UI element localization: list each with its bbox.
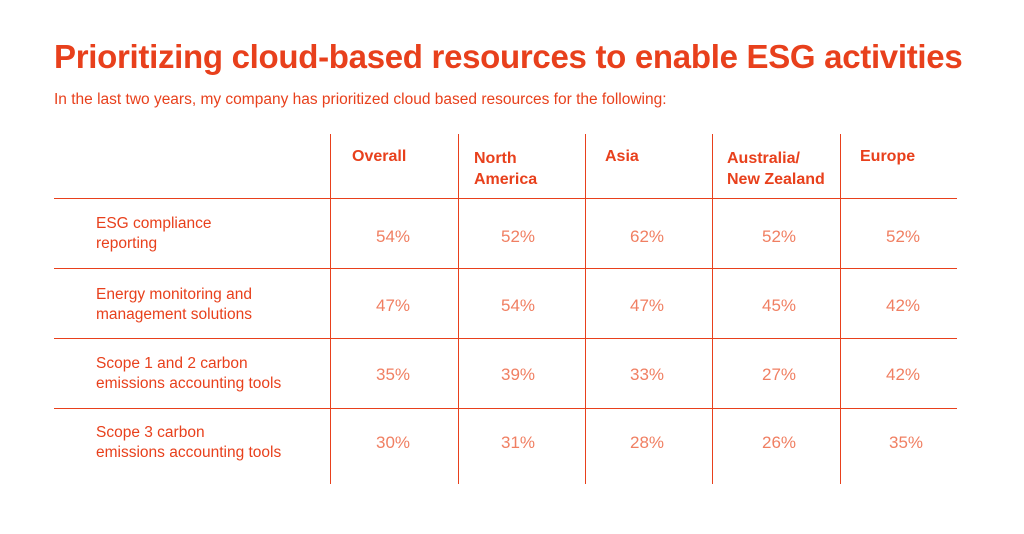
row-label-scope-3: Scope 3 carbon emissions accounting tool… bbox=[96, 424, 282, 461]
column-divider bbox=[330, 134, 331, 484]
column-header-overall: Overall bbox=[352, 148, 407, 165]
table-cell: 47% bbox=[375, 296, 411, 315]
table-cell: 45% bbox=[761, 296, 797, 315]
column-divider bbox=[840, 134, 841, 484]
column-header-australia-new-zealand: Australia/ New Zealand bbox=[727, 150, 825, 188]
table-cell: 26% bbox=[761, 433, 797, 452]
table-cell: 30% bbox=[375, 433, 411, 452]
table-cell: 52% bbox=[500, 227, 536, 246]
row-divider bbox=[54, 338, 957, 339]
table-cell: 27% bbox=[761, 365, 797, 384]
table-cell: 47% bbox=[629, 296, 665, 315]
row-label-energy-monitoring: Energy monitoring and management solutio… bbox=[96, 286, 252, 323]
row-label-esg-compliance: ESG compliance reporting bbox=[96, 215, 212, 252]
row-divider bbox=[54, 198, 957, 199]
column-divider bbox=[458, 134, 459, 484]
table-cell: 39% bbox=[500, 365, 536, 384]
row-label-scope-1-2: Scope 1 and 2 carbon emissions accountin… bbox=[96, 355, 282, 392]
table-cell: 35% bbox=[375, 365, 411, 384]
table-cell: 54% bbox=[375, 227, 411, 246]
table-cell: 35% bbox=[888, 433, 924, 452]
table-cell: 52% bbox=[761, 227, 797, 246]
table-cell: 62% bbox=[629, 227, 665, 246]
column-header-asia: Asia bbox=[605, 148, 639, 165]
column-header-north-america: North America bbox=[474, 150, 538, 188]
table-cell: 52% bbox=[885, 227, 921, 246]
table-cell: 42% bbox=[885, 365, 921, 384]
row-divider bbox=[54, 408, 957, 409]
chart-title: Prioritizing cloud-based resources to en… bbox=[54, 38, 963, 75]
table-cell: 42% bbox=[885, 296, 921, 315]
table-cell: 28% bbox=[629, 433, 665, 452]
column-header-europe: Europe bbox=[860, 148, 916, 165]
column-divider bbox=[585, 134, 586, 484]
row-divider bbox=[54, 268, 957, 269]
chart-subtitle: In the last two years, my company has pr… bbox=[54, 91, 667, 108]
table-cell: 33% bbox=[629, 365, 665, 384]
table-cell: 31% bbox=[500, 433, 536, 452]
column-divider bbox=[712, 134, 713, 484]
table-cell: 54% bbox=[500, 296, 536, 315]
